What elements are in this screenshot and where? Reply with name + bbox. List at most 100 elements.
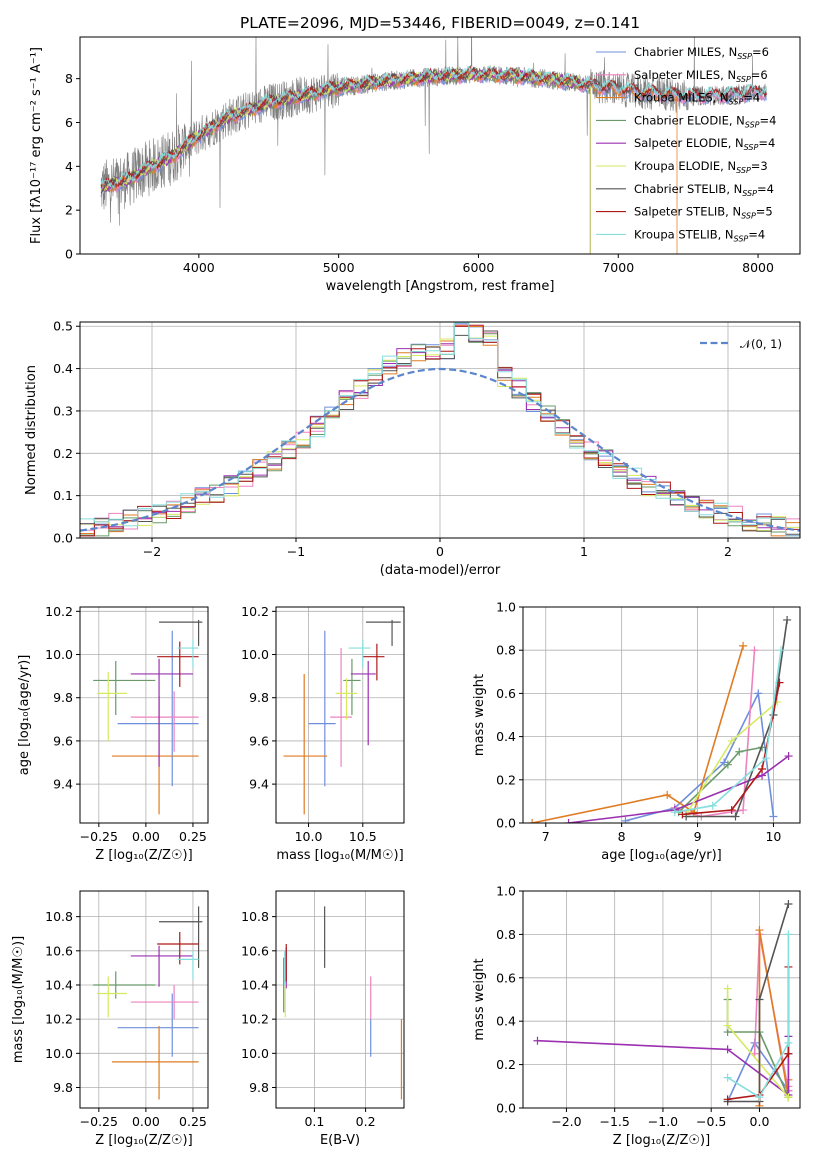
weight-marker-kroupa_stelib (708, 801, 717, 810)
x-tick-label: −1.5 (600, 1114, 630, 1129)
axes-frame (275, 890, 405, 1109)
residual-legend: 𝒩(0, 1) (700, 337, 782, 351)
weight-line-chabrier_miles (625, 690, 775, 822)
weight-marker-salpeter_stelib (723, 1095, 732, 1104)
figure-title: PLATE=2096, MJD=53446, FIBERID=0049, z=0… (240, 14, 640, 32)
y-tick-label: 9.8 (249, 1080, 269, 1095)
legend-entry: Salpeter STELIB, NSSP=5 (634, 205, 773, 221)
x-tick-label: 7 (542, 829, 550, 844)
weight-marker-kroupa_elodie (784, 1093, 793, 1102)
weight-marker-chabrier_miles (754, 689, 763, 698)
x-tick-label: 0.1 (304, 1114, 324, 1129)
y-tick-label: 10.8 (241, 909, 269, 924)
x-tick-label: −0.25 (80, 829, 118, 844)
weight-marker-salpeter_miles (739, 806, 748, 815)
weight-marker-kroupa_elodie (723, 984, 732, 993)
x-tick-label: 8 (618, 829, 626, 844)
axes-frame (79, 606, 209, 824)
chart-age_vs_Z: −0.25 0.00 0.25 9.4 9.6 9.8 10.0 10.2 Z [log₁₀(Z… (17, 604, 209, 863)
chart-mass_vs_Z: −0.25 0.00 0.25 9.8 10.0 10.2 10.4 10.6 10.8 Z [l… (11, 890, 209, 1148)
x-axis-label: age [log₁₀(age/yr)] (601, 848, 722, 863)
weight-line-salpeter_elodie (537, 1036, 790, 1097)
x-axis-label: Z [log₁₀(Z/Z☉)] (95, 1133, 192, 1148)
chart-mass_vs_ebv: 0.1 0.2 9.8 10.0 10.2 10.4 10.6 10.8 E(B-V) (241, 890, 405, 1148)
model-spectrum-salpeter_elodie (100, 67, 591, 254)
y-tick-label: 0.6 (496, 686, 516, 701)
weight-marker-kroupa_elodie (723, 1021, 732, 1030)
normal-curve (80, 367, 800, 532)
y-tick-label: 0.0 (53, 531, 73, 546)
x-tick-label: 10 (765, 829, 781, 844)
x-tick-label: −2.0 (551, 1114, 581, 1129)
y-tick-label: 10.6 (241, 943, 269, 958)
weight-marker-kroupa_stelib (670, 808, 679, 817)
plot-area-age_vs_mass (283, 619, 401, 815)
x-axis-label: (data-model)/error (380, 563, 501, 578)
x-tick-label: 9 (694, 829, 702, 844)
axes-frame (79, 36, 801, 255)
y-tick-label: 10.4 (45, 977, 73, 992)
spectrum-legend: Chabrier MILES, NSSP=6 Salpeter MILES, NS… (596, 45, 776, 243)
y-tick-label: 6 (65, 115, 73, 130)
plot-area-mass_weight_vs_Z (533, 900, 793, 1108)
weight-marker-salpeter_stelib (784, 1049, 793, 1058)
y-tick-label: 10.2 (45, 1012, 73, 1027)
x-tick-label: 0.00 (132, 1114, 160, 1129)
legend-entry: Salpeter MILES, NSSP=6 (634, 68, 768, 84)
weight-marker-chabrier_stelib (784, 900, 793, 909)
weight-marker-kroupa_miles (755, 926, 764, 935)
y-tick-label: 0.8 (496, 927, 516, 942)
legend-entry: 𝒩(0, 1) (740, 337, 782, 351)
weight-marker-kroupa_elodie (727, 736, 736, 745)
weight-marker-chabrier_stelib (731, 812, 740, 821)
y-axis-label: mass [log₁₀(M/M☉)] (11, 936, 26, 1063)
axes-frame (522, 606, 801, 824)
chart-mass_weight_vs_Z: −2.0 −1.5 −1.0 −0.5 0.0 0.0 0.2 0.4 0.6 0.8 1.0 Z [… (472, 884, 801, 1148)
plot-area-mass_vs_Z (93, 906, 203, 1100)
histogram-salpeter_stelib (80, 324, 800, 537)
weight-marker-chabrier_elodie (723, 760, 732, 769)
axes-frame (275, 606, 405, 824)
x-tick-label: 0.0 (750, 1114, 770, 1129)
y-axis-label: age [log₁₀(age/yr)] (17, 655, 32, 776)
histogram-kroupa_stelib (80, 322, 800, 537)
weight-line-chabrier_stelib (686, 619, 788, 818)
weight-line-kroupa_stelib (727, 934, 790, 1099)
axes-frame (522, 890, 801, 1109)
weight-marker-chabrier_miles (621, 816, 630, 823)
legend-entry: Kroupa STELIB, NSSP=4 (634, 227, 765, 243)
y-tick-label: 9.8 (53, 1080, 73, 1095)
x-tick-label: 5000 (323, 260, 355, 275)
weight-line-kroupa_stelib (674, 650, 782, 813)
x-axis-label: wavelength [Angstrom, rest frame] (326, 279, 555, 294)
weight-line-kroupa_miles (531, 645, 744, 823)
y-tick-label: 1.0 (496, 884, 516, 899)
weight-marker-chabrier_miles (769, 812, 778, 821)
x-tick-label: 1 (580, 544, 588, 559)
chart-age_vs_mass: 10.0 10.5 9.4 9.6 9.8 10.0 10.2 mass [log₁₀(M/M… (241, 604, 405, 863)
plot-area-mass_vs_ebv (283, 906, 403, 1100)
y-tick-label: 0.8 (496, 643, 516, 658)
legend-entry: Chabrier ELODIE, NSSP=4 (634, 113, 776, 129)
x-tick-label: 0 (436, 544, 444, 559)
x-tick-label: 8000 (742, 260, 774, 275)
weight-marker-salpeter_stelib (727, 806, 736, 815)
y-tick-label: 0.2 (496, 1057, 516, 1072)
weight-line-chabrier_elodie (678, 746, 763, 813)
y-tick-label: 0 (65, 247, 73, 262)
y-tick-label: 10.8 (45, 909, 73, 924)
legend-entry: Kroupa MILES, NSSP=4 (634, 91, 760, 107)
y-tick-label: 10.2 (241, 604, 269, 619)
x-tick-label: 0.25 (179, 1114, 207, 1129)
legend-entry: Kroupa ELODIE, NSSP=3 (634, 159, 768, 175)
x-tick-label: −1.0 (648, 1114, 678, 1129)
plot-area-age_vs_Z (93, 619, 203, 815)
weight-marker-kroupa_stelib (784, 1038, 793, 1047)
weight-marker-kroupa_stelib (761, 754, 770, 763)
y-tick-label: 0.3 (53, 403, 73, 418)
x-tick-label: 6000 (463, 260, 495, 275)
y-tick-label: 0.0 (496, 1101, 516, 1116)
y-tick-label: 1.0 (496, 600, 516, 615)
y-tick-label: 0.1 (53, 488, 73, 503)
weight-marker-kroupa_stelib (723, 1073, 732, 1082)
